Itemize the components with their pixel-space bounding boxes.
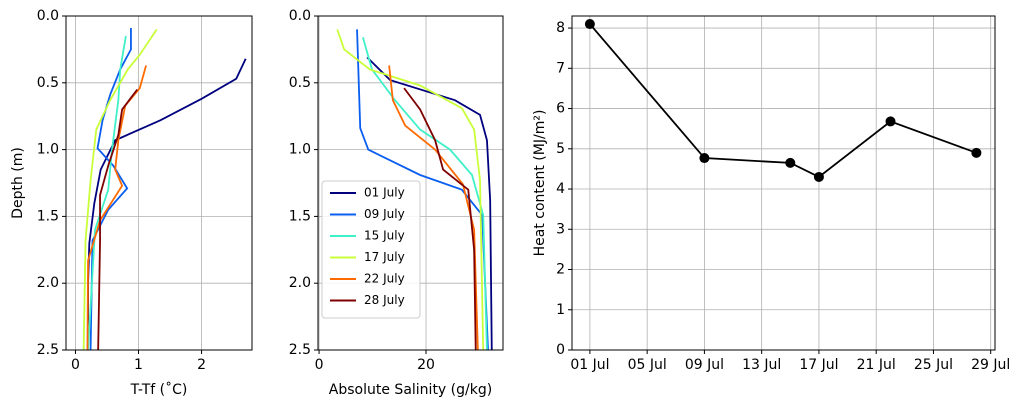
y-tick-label: 2.0 xyxy=(289,275,311,291)
plot-frame xyxy=(571,15,996,351)
series-line xyxy=(403,87,477,351)
x-tick-label: 0 xyxy=(315,357,324,373)
plot-frame xyxy=(65,15,253,351)
y-tick-label: 6 xyxy=(556,101,565,117)
y-tick-label: 0.5 xyxy=(289,75,311,91)
x-tick-label: 21 Jul xyxy=(857,357,896,373)
data-point xyxy=(971,147,982,158)
series-line xyxy=(97,88,138,351)
x-tick-label: 0 xyxy=(71,357,80,373)
data-point xyxy=(785,157,796,168)
y-tick-label: 0 xyxy=(556,342,565,358)
series-line xyxy=(589,23,977,179)
y-tick-label: 2.5 xyxy=(289,342,311,358)
y-tick-label: 0.0 xyxy=(37,8,59,24)
series-line xyxy=(89,28,132,351)
y-tick-label: 1.0 xyxy=(37,142,59,158)
y-tick-label: 1.0 xyxy=(289,142,311,158)
y-tick-label: 4 xyxy=(556,181,565,197)
series-line xyxy=(388,65,479,351)
y-tick-label: 2.5 xyxy=(37,342,59,358)
legend-label: 17 July xyxy=(364,250,405,264)
y-tick-label: 0.0 xyxy=(289,8,311,24)
y-tick-label: 8 xyxy=(556,20,565,36)
series-line xyxy=(356,29,489,351)
plot-frame xyxy=(317,15,504,351)
y-tick-label: 7 xyxy=(556,60,565,76)
x-axis-label: Absolute Salinity (g/kg) xyxy=(329,382,492,398)
y-tick-label: 5 xyxy=(556,141,565,157)
series-line xyxy=(87,35,127,351)
x-tick-label: 13 Jul xyxy=(742,357,781,373)
y-axis-label: Depth (m) xyxy=(10,147,26,219)
y-tick-label: 3 xyxy=(556,221,565,237)
x-tick-label: 01 Jul xyxy=(570,357,609,373)
y-axis-label: Heat content (MJ/m²) xyxy=(532,110,548,257)
data-point xyxy=(699,153,710,164)
legend-label: 15 July xyxy=(364,229,405,243)
legend-label: 22 July xyxy=(364,272,405,286)
legend-label: 09 July xyxy=(364,207,405,221)
x-tick-label: 05 Jul xyxy=(628,357,667,373)
legend-label: 28 July xyxy=(364,293,405,307)
y-tick-label: 1.5 xyxy=(289,208,311,224)
x-tick-label: 29 Jul xyxy=(971,357,1010,373)
data-point xyxy=(813,171,824,182)
x-tick-label: 2 xyxy=(197,357,206,373)
series-line xyxy=(336,29,485,351)
x-tick-label: 17 Jul xyxy=(799,357,838,373)
legend-label: 01 July xyxy=(364,186,405,200)
data-point xyxy=(885,116,896,127)
y-tick-label: 0.5 xyxy=(37,75,59,91)
x-tick-label: 25 Jul xyxy=(914,357,953,373)
data-point xyxy=(584,19,595,30)
x-tick-label: 09 Jul xyxy=(685,357,724,373)
y-tick-label: 1.5 xyxy=(37,208,59,224)
series-line xyxy=(87,58,247,350)
y-tick-label: 1 xyxy=(556,302,565,318)
y-tick-label: 2.0 xyxy=(37,275,59,291)
y-tick-label: 2 xyxy=(556,262,565,278)
x-tick-label: 1 xyxy=(134,357,143,373)
series-line xyxy=(82,28,158,351)
x-tick-label: 20 xyxy=(417,357,435,373)
x-axis-label: T-Tf (˚C) xyxy=(130,381,188,398)
